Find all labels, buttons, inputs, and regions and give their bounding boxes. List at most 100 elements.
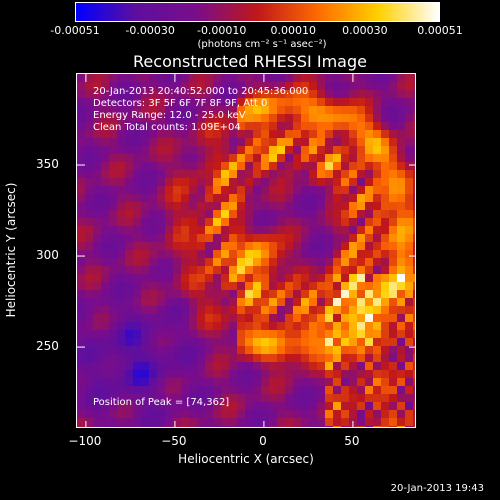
heatmap-cell <box>141 218 150 227</box>
heatmap-cell <box>101 130 110 139</box>
heatmap-cell <box>189 154 198 163</box>
heatmap-cell <box>205 162 214 171</box>
heatmap-cell <box>389 338 398 347</box>
heatmap-cell <box>213 306 222 315</box>
heatmap-cell <box>325 338 334 347</box>
heatmap-cell <box>245 298 254 307</box>
heatmap-cell <box>77 362 86 371</box>
heatmap-cell <box>397 258 406 267</box>
heatmap-cell <box>405 354 414 363</box>
heatmap-cell <box>125 418 134 427</box>
heatmap-cell <box>157 258 166 267</box>
heatmap-cell <box>173 82 182 91</box>
heatmap-cell <box>261 258 270 267</box>
heatmap-cell <box>357 122 366 131</box>
heatmap-cell <box>229 306 238 315</box>
heatmap-cell <box>253 426 262 427</box>
heatmap-cell <box>333 354 342 363</box>
heatmap-cell <box>341 354 350 363</box>
heatmap-cell <box>325 90 334 99</box>
heatmap-cell <box>181 114 190 123</box>
heatmap-cell <box>261 418 270 427</box>
heatmap-cell <box>157 146 166 155</box>
heatmap-cell <box>229 170 238 179</box>
heatmap-cell <box>229 130 238 139</box>
heatmap-cell <box>77 274 86 283</box>
heatmap-cell <box>349 194 358 203</box>
heatmap-cell <box>101 210 110 219</box>
heatmap-cell <box>301 250 310 259</box>
heatmap-cell <box>85 378 94 387</box>
heatmap-cell <box>205 170 214 179</box>
heatmap-cell <box>301 386 310 395</box>
heatmap-cell <box>325 106 334 115</box>
heatmap-cell <box>397 250 406 259</box>
heatmap-cell <box>205 346 214 355</box>
heatmap-cell <box>229 426 238 427</box>
heatmap-cell <box>221 170 230 179</box>
heatmap-cell <box>413 202 415 211</box>
heatmap-cell <box>349 202 358 211</box>
heatmap-cell <box>221 234 230 243</box>
heatmap-cell <box>389 162 398 171</box>
heatmap-cell <box>165 170 174 179</box>
heatmap-cell <box>197 362 206 371</box>
heatmap-cell <box>293 354 302 363</box>
heatmap-cell <box>405 266 414 275</box>
heatmap-cell <box>397 386 406 395</box>
heatmap-cell <box>325 242 334 251</box>
heatmap-cell <box>381 346 390 355</box>
heatmap-cell <box>269 386 278 395</box>
heatmap-cell <box>333 210 342 219</box>
heatmap-cell <box>133 426 142 427</box>
heatmap-cell <box>373 154 382 163</box>
heatmap-cell <box>413 418 415 427</box>
heatmap-cell <box>341 370 350 379</box>
y-axis-label: Heliocentric Y (arcsec) <box>4 182 18 318</box>
heatmap-cell <box>77 162 86 171</box>
heatmap-cell <box>117 418 126 427</box>
heatmap-cell <box>77 258 86 267</box>
heatmap-cell <box>253 338 262 347</box>
heatmap-cell <box>245 138 254 147</box>
heatmap-cell <box>133 330 142 339</box>
heatmap-cell <box>261 234 270 243</box>
heatmap-cell <box>93 130 102 139</box>
heatmap-cell <box>221 186 230 195</box>
heatmap-cell <box>157 202 166 211</box>
heatmap-cell <box>357 402 366 411</box>
heatmap-cell <box>213 370 222 379</box>
heatmap-cell <box>189 258 198 267</box>
heatmap-cell <box>413 210 415 219</box>
heatmap-cell <box>357 154 366 163</box>
heatmap-cell <box>157 74 166 83</box>
heatmap-cell <box>221 290 230 299</box>
heatmap-cell <box>269 274 278 283</box>
heatmap-cell <box>237 298 246 307</box>
heatmap-cell <box>245 274 254 283</box>
heatmap-cell <box>109 346 118 355</box>
heatmap-cell <box>285 314 294 323</box>
heatmap-cell <box>365 138 374 147</box>
heatmap-cell <box>85 90 94 99</box>
heatmap-cell <box>277 418 286 427</box>
heatmap-cell <box>141 282 150 291</box>
heatmap-cell <box>85 282 94 291</box>
heatmap-cell <box>309 82 318 91</box>
heatmap-cell <box>181 242 190 251</box>
heatmap-cell <box>325 138 334 147</box>
heatmap-cell <box>229 266 238 275</box>
heatmap-cell <box>349 370 358 379</box>
heatmap-cell <box>349 402 358 411</box>
heatmap-cell <box>309 274 318 283</box>
heatmap-cell <box>397 154 406 163</box>
heatmap-cell <box>349 266 358 275</box>
heatmap-cell <box>293 90 302 99</box>
heatmap-cell <box>125 194 134 203</box>
heatmap-cell <box>189 426 198 427</box>
heatmap-cell <box>109 210 118 219</box>
heatmap-cell <box>317 402 326 411</box>
heatmap-cell <box>221 354 230 363</box>
heatmap-cell <box>301 346 310 355</box>
heatmap-cell <box>253 418 262 427</box>
